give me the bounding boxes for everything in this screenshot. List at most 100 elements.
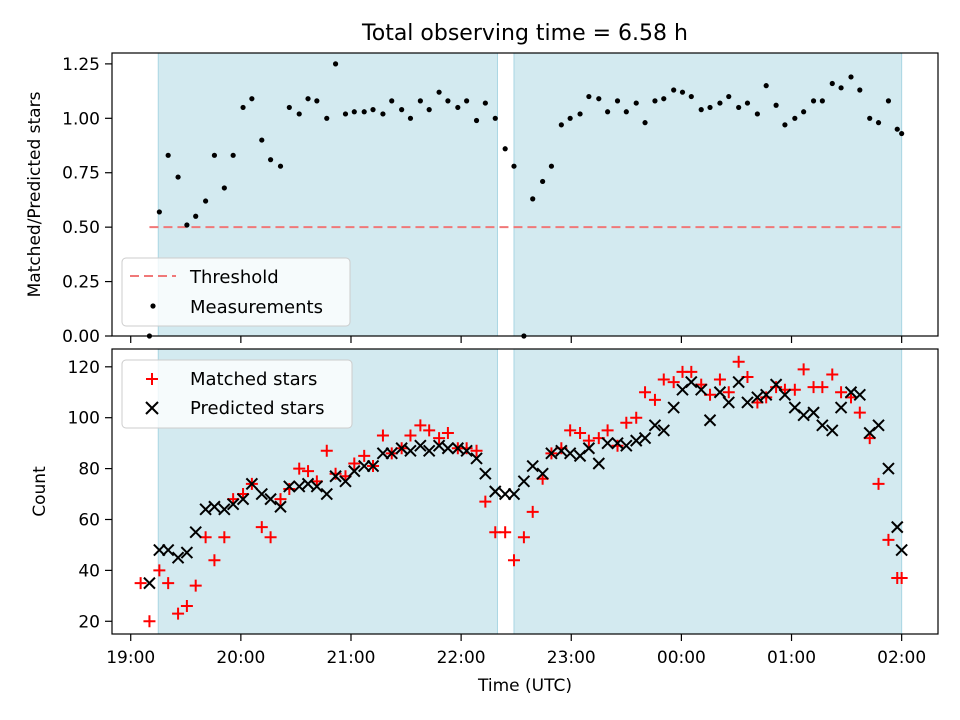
y-tick-label: 0.00: [62, 327, 100, 347]
measurement-point: [763, 83, 769, 89]
measurement-point: [707, 104, 713, 111]
predicted-star-point: [713, 386, 727, 399]
predicted-star-point: [882, 462, 895, 475]
x-tick-label: 01:00: [767, 648, 816, 668]
measurement-series: [146, 61, 905, 339]
matched-star-point: [302, 465, 315, 478]
matched-star-point: [872, 477, 885, 490]
predicted-star-point: [844, 386, 858, 399]
predicted-star-point: [826, 424, 839, 437]
measurement-point: [249, 96, 255, 102]
measurement-point: [305, 96, 311, 102]
measurement-point: [885, 98, 892, 104]
predicted-star-point: [732, 375, 745, 389]
count-series: [134, 355, 908, 628]
matched-star-point: [329, 467, 342, 480]
matched-star-point: [713, 373, 726, 386]
measurement-point: [455, 104, 461, 111]
predicted-star-point: [441, 442, 455, 455]
matched-star-point: [657, 373, 670, 386]
measurement-point: [848, 74, 854, 80]
predicted-star-point: [161, 543, 175, 557]
y-tick-label: 0.75: [62, 164, 100, 184]
measurement-point: [754, 111, 760, 117]
measurement-point: [165, 152, 171, 158]
measurement-point: [407, 115, 414, 121]
y-tick-label: 60: [78, 510, 100, 530]
x-tick-label: 21:00: [326, 648, 375, 668]
matched-star-point: [895, 572, 908, 585]
matched-star-point: [172, 607, 185, 620]
measurement-point: [857, 87, 863, 93]
predicted-star-point: [891, 520, 904, 534]
measurement-point: [417, 98, 423, 104]
predicted-star-point: [264, 492, 277, 506]
matched-star-point: [620, 416, 633, 429]
predicted-star-point: [853, 388, 867, 402]
measurement-point: [342, 111, 349, 117]
matched-star-point: [470, 444, 483, 457]
measurement-point: [829, 80, 835, 87]
measurement-point: [267, 157, 274, 163]
predicted-star-point: [348, 464, 361, 478]
measurement-point: [726, 93, 732, 100]
measurement-point: [633, 100, 639, 106]
predicted-star-point: [563, 447, 577, 460]
top-axes-frame: [111, 52, 939, 337]
measurement-point: [482, 100, 488, 106]
predicted-star-point: [489, 485, 502, 498]
x-tick-label: 23:00: [547, 648, 596, 668]
measurement-point: [819, 98, 825, 104]
matched-star-point: [423, 424, 436, 437]
predicted-star-point: [895, 543, 908, 557]
measurement-point: [445, 98, 451, 104]
matched-star-point: [441, 426, 454, 439]
bottom-y-axis: 20 40 60 80 100 120: [68, 358, 112, 632]
matched-star-point: [611, 439, 624, 452]
measurement-point: [782, 122, 788, 128]
predicted-star-point: [357, 459, 371, 473]
measurement-point: [203, 198, 209, 204]
x-axis-label: Time (UTC): [477, 676, 572, 696]
matched-star-point: [797, 363, 810, 376]
measurement-point: [652, 98, 658, 104]
predicted-star-point: [255, 487, 268, 501]
matched-star-point: [760, 391, 773, 404]
predicted-star-point: [226, 498, 240, 511]
legend-matched-swatch: [146, 373, 158, 385]
x-tick-label: 02:00: [877, 648, 926, 668]
matched-star-point: [134, 577, 147, 590]
measurement-point: [717, 100, 723, 106]
predicted-star-point: [751, 391, 764, 404]
predicted-star-point: [667, 401, 680, 414]
matched-star-point: [479, 495, 492, 508]
predicted-star-point: [648, 419, 662, 432]
measurement-point: [277, 163, 284, 169]
measurement-point: [240, 104, 246, 111]
measurement-point: [894, 126, 900, 132]
measurement-point: [436, 89, 442, 95]
predicted-star-point: [404, 444, 417, 457]
matched-star-point: [274, 493, 287, 506]
predicted-star-point: [526, 459, 539, 473]
measurement-point: [370, 107, 376, 113]
measurement-point: [661, 96, 667, 102]
legend-threshold-label: Threshold: [189, 267, 279, 288]
matched-star-point: [414, 419, 427, 432]
predicted-star-point: [834, 401, 848, 414]
measurement-point: [286, 104, 292, 111]
y-tick-label: 40: [78, 561, 100, 581]
predicted-star-point: [536, 467, 549, 480]
predicted-star-point: [685, 375, 698, 389]
matched-star-point: [208, 554, 221, 567]
matched-star-point: [153, 564, 166, 577]
legend-predicted-swatch: [145, 401, 159, 415]
chart-title: Total observing time = 6.58 h: [361, 21, 688, 46]
predicted-star-point: [778, 388, 792, 402]
matched-star-point: [770, 381, 783, 394]
predicted-star-point: [199, 503, 212, 516]
predicted-star-point: [722, 396, 735, 409]
predicted-star-point: [872, 419, 885, 432]
predicted-star-point: [545, 447, 558, 460]
